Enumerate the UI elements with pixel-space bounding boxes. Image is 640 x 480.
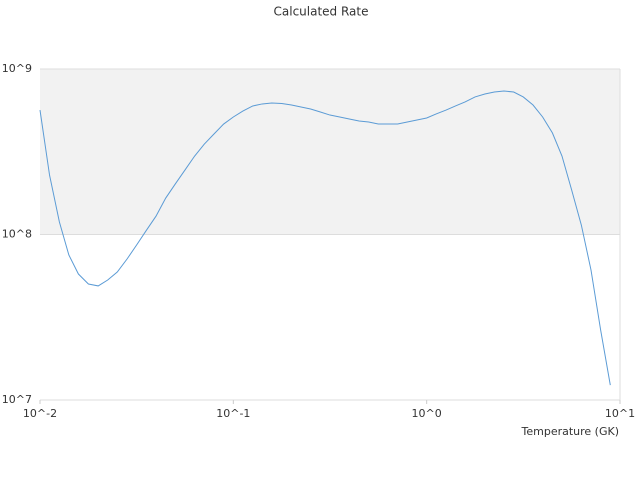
x-tick-label: 10^-1 bbox=[216, 407, 250, 420]
x-axis-label: Temperature (GK) bbox=[521, 425, 620, 438]
chart-title: Calculated Rate bbox=[274, 5, 369, 19]
x-tick-label: 10^-2 bbox=[23, 407, 57, 420]
y-tick-label: 10^8 bbox=[2, 228, 32, 241]
plot-band bbox=[40, 69, 620, 235]
x-tick-label: 10^1 bbox=[605, 407, 635, 420]
data-line bbox=[39, 90, 611, 386]
y-tick-label: 10^7 bbox=[2, 393, 32, 406]
y-tick-label: 10^9 bbox=[2, 62, 32, 75]
x-tick-label: 10^0 bbox=[412, 407, 442, 420]
